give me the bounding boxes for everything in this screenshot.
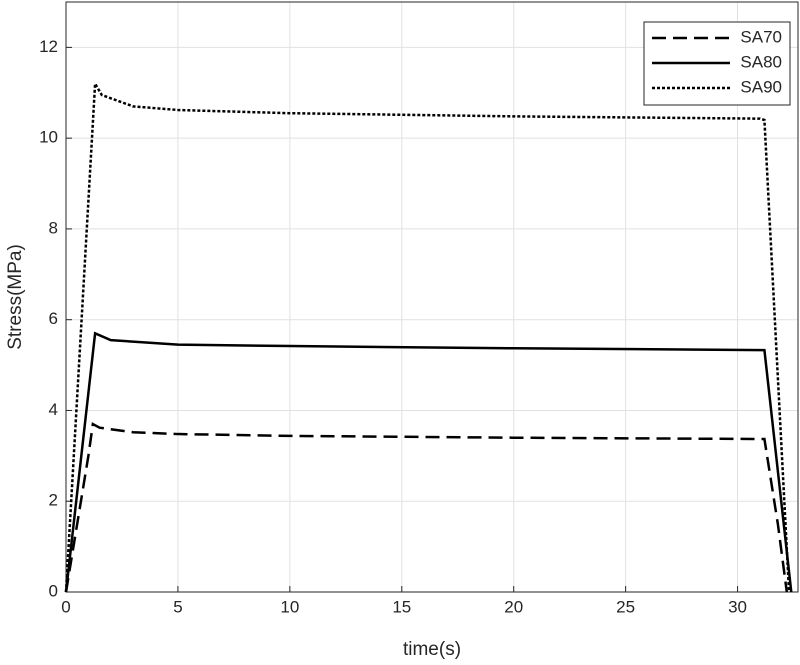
y-axis-label: Stress(MPa) <box>5 244 26 350</box>
x-tick-label: 5 <box>173 597 182 616</box>
y-tick-label: 6 <box>49 309 58 328</box>
y-tick-label: 0 <box>49 581 58 600</box>
x-tick-label: 20 <box>504 597 523 616</box>
series-line <box>64 422 789 593</box>
legend-label: SA70 <box>740 27 782 46</box>
y-tick-label: 4 <box>49 400 58 419</box>
x-axis-label: time(s) <box>403 639 461 660</box>
x-tick-label: 10 <box>280 597 299 616</box>
x-tick-label: 0 <box>61 597 70 616</box>
legend-label: SA90 <box>740 77 782 96</box>
x-tick-label: 25 <box>616 597 635 616</box>
y-tick-label: 10 <box>39 128 58 147</box>
series-line <box>64 79 791 593</box>
y-tick-label: 12 <box>39 37 58 56</box>
x-tick-label: 30 <box>728 597 747 616</box>
series-line <box>64 331 793 593</box>
y-tick-label: 2 <box>49 491 58 510</box>
y-tick-label: 8 <box>49 218 58 237</box>
x-tick-label: 15 <box>392 597 411 616</box>
plot-frame <box>65 1 799 593</box>
legend-label: SA80 <box>740 52 782 71</box>
